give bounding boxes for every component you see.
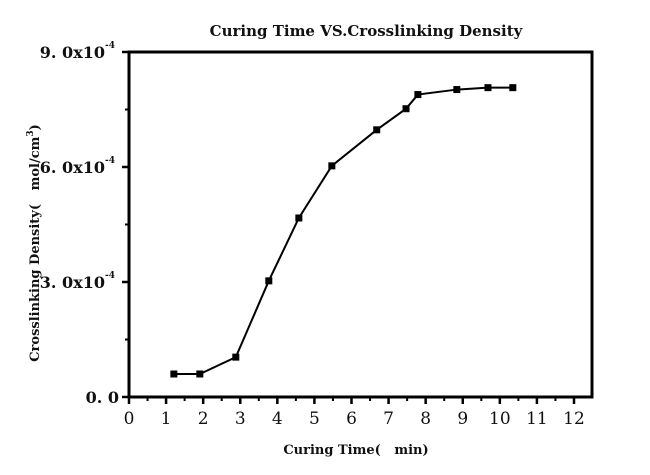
- data-point: [414, 91, 422, 99]
- x-tick-label: 7: [383, 409, 394, 429]
- chart-title: Curing Time VS.Crosslinking Density: [210, 22, 524, 40]
- series-line: [173, 86, 513, 375]
- y-axis-label-close: ): [28, 124, 43, 130]
- data-point: [328, 162, 336, 170]
- y-axis-label-superscript: 3: [26, 130, 36, 136]
- data-point: [453, 86, 461, 94]
- series: [170, 84, 517, 378]
- x-tick-label: 0: [124, 409, 135, 429]
- data-point: [484, 84, 492, 92]
- x-tick-label: 1: [161, 409, 172, 429]
- y-axis-label-main: Crosslinking Density( mol/cm: [28, 136, 43, 361]
- x-tick-label: 10: [489, 409, 511, 429]
- data-point: [402, 105, 410, 113]
- data-point: [265, 277, 273, 285]
- y-tick-exponent: -4: [105, 156, 115, 166]
- y-tick-label: 0. 0: [86, 388, 119, 407]
- x-tick-label: 9: [457, 409, 468, 429]
- y-tick-exponent: -4: [105, 271, 115, 281]
- axes: [127, 50, 594, 399]
- ticks: 0 1 2 3 4 5 6 7 8 9 10 11 120. 03. 0x10 -46. 0x10 -49.…: [40, 41, 585, 429]
- data-point: [295, 214, 303, 222]
- x-tick-label: 11: [526, 409, 548, 429]
- data-point: [373, 126, 381, 134]
- y-tick-label: 6. 0x10: [40, 158, 105, 177]
- x-tick-label: 2: [198, 409, 209, 429]
- x-tick-label: 12: [563, 409, 585, 429]
- data-point: [170, 370, 178, 378]
- data-point: [509, 84, 517, 92]
- x-tick-label: 8: [420, 409, 431, 429]
- y-axis-label: Crosslinking Density( mol/cm3): [26, 124, 43, 362]
- y-tick-label: 9. 0x10: [40, 43, 105, 62]
- plot-frame: [127, 50, 594, 399]
- data-point: [232, 353, 240, 361]
- y-axis-label-group: Crosslinking Density( mol/cm3): [26, 124, 43, 362]
- x-tick-label: 3: [235, 409, 246, 429]
- y-tick-label: 3. 0x10: [40, 273, 105, 292]
- data-point: [196, 370, 204, 378]
- x-tick-label: 6: [346, 409, 357, 429]
- x-tick-label: 5: [309, 409, 320, 429]
- x-tick-label: 4: [272, 409, 283, 429]
- y-tick-exponent: -4: [105, 41, 115, 51]
- x-axis-label: Curing Time( min): [283, 443, 428, 458]
